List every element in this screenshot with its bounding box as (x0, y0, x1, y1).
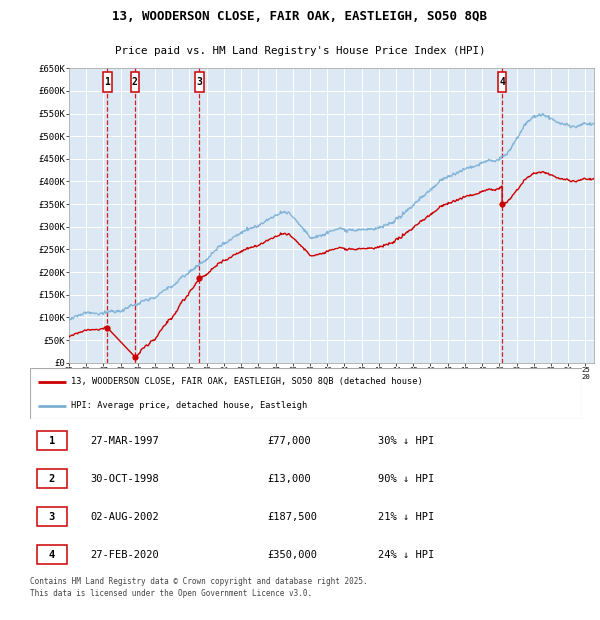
Text: 13, WOODERSON CLOSE, FAIR OAK, EASTLEIGH, SO50 8QB (detached house): 13, WOODERSON CLOSE, FAIR OAK, EASTLEIGH… (71, 378, 423, 386)
Bar (37, 431, 67, 451)
Text: 3: 3 (197, 77, 202, 87)
Text: 24% ↓ HPI: 24% ↓ HPI (378, 549, 434, 559)
Text: 90% ↓ HPI: 90% ↓ HPI (378, 474, 434, 484)
Text: 2: 2 (132, 77, 138, 87)
Text: 21% ↓ HPI: 21% ↓ HPI (378, 512, 434, 521)
Text: £77,000: £77,000 (268, 436, 311, 446)
Text: £350,000: £350,000 (268, 549, 317, 559)
Text: £13,000: £13,000 (268, 474, 311, 484)
Text: 30-OCT-1998: 30-OCT-1998 (91, 474, 160, 484)
Text: £187,500: £187,500 (268, 512, 317, 521)
Text: 4: 4 (499, 77, 505, 87)
Bar (103, 72, 112, 92)
Text: 1: 1 (104, 77, 110, 87)
Bar (37, 544, 67, 564)
Text: 3: 3 (49, 512, 55, 521)
Bar (195, 72, 204, 92)
Text: Price paid vs. HM Land Registry's House Price Index (HPI): Price paid vs. HM Land Registry's House … (115, 46, 485, 56)
Text: 27-FEB-2020: 27-FEB-2020 (91, 549, 160, 559)
Text: HPI: Average price, detached house, Eastleigh: HPI: Average price, detached house, East… (71, 401, 308, 410)
Bar (37, 469, 67, 489)
Text: 13, WOODERSON CLOSE, FAIR OAK, EASTLEIGH, SO50 8QB: 13, WOODERSON CLOSE, FAIR OAK, EASTLEIGH… (113, 11, 487, 23)
Text: 30% ↓ HPI: 30% ↓ HPI (378, 436, 434, 446)
Text: 27-MAR-1997: 27-MAR-1997 (91, 436, 160, 446)
Text: Contains HM Land Registry data © Crown copyright and database right 2025.
This d: Contains HM Land Registry data © Crown c… (30, 577, 368, 598)
Bar (498, 72, 506, 92)
Text: 4: 4 (49, 549, 55, 559)
Text: 1: 1 (49, 436, 55, 446)
Text: 02-AUG-2002: 02-AUG-2002 (91, 512, 160, 521)
Text: 2: 2 (49, 474, 55, 484)
Bar (37, 507, 67, 526)
Bar (131, 72, 139, 92)
